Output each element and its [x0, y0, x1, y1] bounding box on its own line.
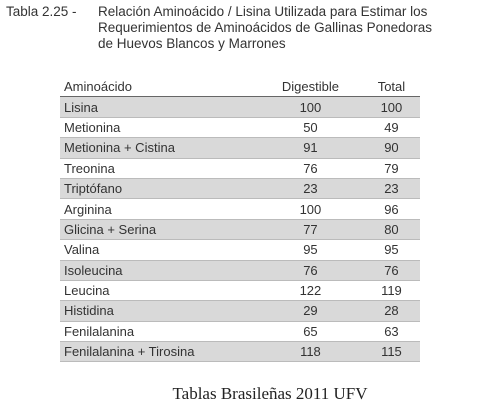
table-row: Metionina 50 49	[60, 117, 420, 139]
table-cell: 91	[258, 137, 363, 159]
table-cell: 115	[362, 341, 420, 363]
table-cell: 23	[258, 178, 363, 200]
table-cell: Histidina	[60, 300, 258, 322]
title-line: Relación Aminoácido / Lisina Utilizada p…	[98, 4, 428, 19]
table-cell: 100	[362, 96, 420, 118]
table-cell: 29	[258, 300, 363, 322]
table-cell: Triptófano	[60, 178, 258, 200]
table-cell: 50	[258, 117, 363, 139]
table: Aminoácido Digestible Total Lisina 100 100 Met…	[60, 77, 420, 363]
table-cell: Treonina	[60, 158, 258, 179]
table-cell: 76	[258, 260, 363, 281]
table-cell: 77	[258, 219, 363, 241]
table-cell: Valina	[60, 239, 258, 261]
table-cell: 28	[362, 300, 420, 322]
table-row: Fenilalanina + Tirosina 118 115	[60, 341, 420, 363]
title-line: Requerimientos de Aminoácidos de Gallina…	[98, 20, 432, 35]
footer: Tablas Brasileñas 2011 UFV	[172, 384, 368, 403]
table-cell: 100	[258, 96, 363, 118]
table-row: Isoleucina 76 76	[60, 260, 420, 281]
table-cell: Leucina	[60, 280, 258, 302]
table-row: Valina 95 95	[60, 239, 420, 261]
caption-title: Relación Aminoácido / Lisina Utilizada p…	[98, 4, 432, 52]
table-row: Leucina 122 119	[60, 280, 420, 302]
table-row: Arginina 100 96	[60, 198, 420, 220]
table-row: Histidina 29 28	[60, 300, 420, 322]
header-row: Aminoácido Digestible Total	[60, 77, 420, 98]
table-row: Lisina 100 100	[60, 96, 420, 118]
header-cell: Digestible	[258, 77, 363, 98]
table-row: Glicina + Serina 77 80	[60, 219, 420, 241]
caption-label: Tabla 2.25 -	[6, 4, 77, 19]
table-cell: 119	[362, 280, 420, 302]
header-cell: Total	[362, 77, 420, 98]
table-cell: Fenilalanina + Tirosina	[60, 341, 258, 363]
table-row: Metionina + Cistina 91 90	[60, 137, 420, 159]
table-cell: 63	[362, 321, 420, 343]
table-cell: Metionina + Cistina	[60, 137, 258, 159]
table-cell: 122	[258, 280, 363, 302]
table-cell: 96	[362, 198, 420, 220]
table-row: Fenilalanina 65 63	[60, 321, 420, 343]
table-cell: 23	[362, 178, 420, 200]
table-cell: 49	[362, 117, 420, 139]
table-row: Triptófano 23 23	[60, 178, 420, 200]
table-cell: 79	[362, 158, 420, 179]
table-body: Lisina 100 100 Metionina 50 49 Metionina + Cis…	[60, 96, 420, 363]
table-cell: 76	[258, 158, 363, 179]
table-cell: 65	[258, 321, 363, 343]
table-cell: Glicina + Serina	[60, 219, 258, 241]
header-cell: Aminoácido	[60, 77, 258, 98]
table-cell: 95	[362, 239, 420, 261]
title-line: de Huevos Blancos y Marrones	[98, 36, 286, 51]
table-cell: 90	[362, 137, 420, 159]
table-cell: 118	[258, 341, 363, 363]
table-cell: Fenilalanina	[60, 321, 258, 343]
table-row: Treonina 76 79	[60, 158, 420, 179]
table-cell: 95	[258, 239, 363, 261]
table-cell: Metionina	[60, 117, 258, 139]
table-cell: 80	[362, 219, 420, 241]
table-cell: 100	[258, 198, 363, 220]
table-cell: Isoleucina	[60, 260, 258, 281]
table-cell: 76	[362, 260, 420, 281]
table-cell: Arginina	[60, 198, 258, 220]
table-cell: Lisina	[60, 96, 258, 118]
